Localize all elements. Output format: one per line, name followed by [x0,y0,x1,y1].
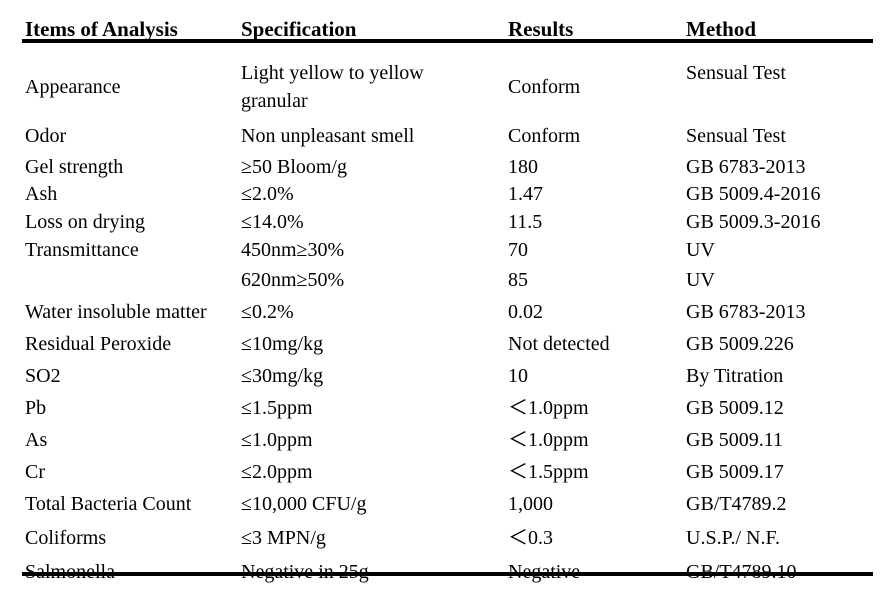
cell-method: UV [686,269,715,291]
cell-item: Odor [25,125,67,147]
cell-spec: ≤10,000 CFU/g [241,493,367,515]
cell-result: 180 [508,156,538,178]
cell-method: GB 5009.3-2016 [686,211,821,233]
table-header: Items of Analysis Specification Results … [22,14,873,41]
analysis-table: Items of Analysis Specification Results … [22,14,873,583]
cell-result: ＜1.0ppm [508,397,589,419]
cell-item: Transmittance [25,239,139,261]
cell-method: Sensual Test [686,62,786,84]
cell-method: GB 6783-2013 [686,301,806,323]
cell-result: 0.02 [508,301,543,323]
cell-spec: Non unpleasant smell [241,125,415,147]
cell-spec: ≤14.0% [241,211,304,233]
cell-result: Not detected [508,333,610,355]
cell-result: ＜0.3 [508,527,553,549]
cell-item: As [25,429,48,451]
cell-spec: ≤0.2% [241,301,294,323]
cell-spec: ≤30mg/kg [241,365,324,387]
cell-item: Loss on drying [25,211,145,233]
cell-result: 85 [508,269,528,291]
cell-item: Total Bacteria Count [25,493,192,515]
cell-result: ＜1.0ppm [508,429,589,451]
bottom-rule [22,572,873,576]
cell-result: Conform [508,125,581,147]
cell-spec: 620nm≥50% [241,269,345,291]
cell-method: Sensual Test [686,125,786,147]
cell-spec: ≤3 MPN/g [241,527,326,549]
cell-method: U.S.P./ N.F. [686,527,780,549]
cell-item: Ash [25,183,58,205]
cell-result: 1,000 [508,493,553,515]
cell-item: Gel strength [25,156,124,178]
cell-result: Conform [508,76,581,98]
cell-result: 10 [508,365,528,387]
cell-item: Water insoluble matter [25,301,207,323]
cell-method: GB 5009.17 [686,461,784,483]
header-results: Results [508,17,574,41]
cell-item: Appearance [25,76,121,98]
cell-method: By Titration [686,365,784,387]
cell-spec: ≥50 Bloom/g [241,156,347,178]
cell-item: Coliforms [25,527,107,549]
cell-spec: 450nm≥30% [241,239,345,261]
cell-method: UV [686,239,715,261]
cell-method: GB 6783-2013 [686,156,806,178]
header-rule [22,39,873,43]
cell-spec: ≤2.0% [241,183,294,205]
cell-item: Residual Peroxide [25,333,172,355]
cell-method: GB 5009.11 [686,429,784,451]
cell-method: GB 5009.226 [686,333,794,355]
cell-item: Pb [25,397,47,419]
header-method: Method [686,17,756,41]
cell-spec: ≤2.0ppm [241,461,313,483]
cell-result: 70 [508,239,528,261]
header-specification: Specification [241,17,357,41]
cell-spec: ≤1.5ppm [241,397,313,419]
cell-item: Cr [25,461,45,483]
header-items: Items of Analysis [25,17,178,41]
cell-result: ＜1.5ppm [508,461,589,483]
cell-method: GB 5009.4-2016 [686,183,821,205]
cell-method: GB 5009.12 [686,397,784,419]
cell-method: GB/T4789.2 [686,493,787,515]
cell-result: 1.47 [508,183,543,205]
cell-spec: ≤10mg/kg [241,333,324,355]
cell-spec: ≤1.0ppm [241,429,313,451]
cell-item: SO2 [25,365,61,387]
cell-result: 11.5 [508,211,543,233]
cell-spec: Light yellow to yellow granular [241,62,424,112]
